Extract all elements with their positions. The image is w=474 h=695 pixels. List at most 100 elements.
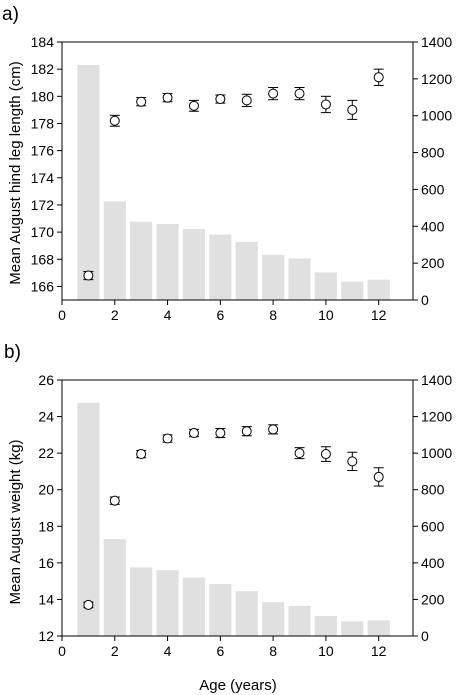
y2-tick-label: 1200 bbox=[421, 409, 452, 425]
y2-tick-label: 800 bbox=[421, 145, 445, 161]
y2-tick-label: 1400 bbox=[421, 34, 452, 50]
data-point bbox=[215, 428, 226, 439]
y-axis-label: Mean August hind leg length (cm) bbox=[7, 61, 24, 284]
y-tick-label: 176 bbox=[31, 143, 55, 159]
y-tick-label: 178 bbox=[31, 115, 55, 131]
bar bbox=[156, 570, 179, 636]
y2-tick-label: 1000 bbox=[421, 445, 452, 461]
x-tick-label: 8 bbox=[269, 643, 277, 659]
bar bbox=[209, 583, 232, 636]
chart-panel-b: b) Mean August weight (kg) Age (years) 0… bbox=[4, 342, 452, 694]
y2-tick-label: 600 bbox=[421, 518, 445, 534]
bar bbox=[314, 272, 337, 300]
bar bbox=[156, 224, 179, 300]
data-point bbox=[347, 456, 358, 467]
x-tick-label: 6 bbox=[216, 643, 224, 659]
data-point bbox=[162, 433, 173, 444]
x-tick-label: 10 bbox=[318, 643, 334, 659]
y2-tick-label: 1400 bbox=[421, 372, 452, 388]
y-tick-label: 12 bbox=[38, 628, 54, 644]
bar bbox=[209, 234, 232, 300]
y-tick-label: 168 bbox=[31, 251, 55, 267]
chart-panel-a: a) Mean August hind leg length (cm) 0 2 4 6… bbox=[2, 4, 452, 323]
x-tick-label: 4 bbox=[164, 307, 172, 323]
data-point bbox=[241, 426, 252, 437]
y2-tick-label: 1200 bbox=[421, 71, 452, 87]
y-tick-label: 182 bbox=[31, 61, 55, 77]
bar bbox=[367, 279, 390, 300]
data-point bbox=[109, 115, 120, 126]
bar bbox=[130, 567, 153, 636]
bar bbox=[341, 621, 364, 636]
x-tick-label: 12 bbox=[371, 307, 387, 323]
bar bbox=[235, 591, 258, 636]
bar bbox=[77, 402, 100, 636]
data-point bbox=[373, 471, 384, 482]
x-tick-label: 2 bbox=[111, 307, 119, 323]
x-tick-label: 10 bbox=[318, 307, 334, 323]
bar bbox=[103, 201, 126, 300]
bar bbox=[77, 65, 100, 301]
data-point bbox=[373, 72, 384, 83]
y-tick-label: 174 bbox=[31, 170, 55, 186]
data-point bbox=[83, 599, 94, 610]
data-point bbox=[268, 88, 279, 99]
x-tick-label: 12 bbox=[371, 643, 387, 659]
y-tick-label: 24 bbox=[38, 409, 54, 425]
y-axis-label: Mean August weight (kg) bbox=[7, 439, 24, 604]
y2-tick-label: 800 bbox=[421, 482, 445, 498]
plot-frame bbox=[61, 41, 414, 301]
data-point bbox=[320, 99, 331, 110]
data-point bbox=[109, 495, 120, 506]
bar bbox=[182, 577, 206, 636]
bar bbox=[262, 602, 285, 636]
x-tick-label: 0 bbox=[58, 643, 66, 659]
y-tick-label: 18 bbox=[38, 518, 54, 534]
data-point bbox=[162, 92, 173, 103]
y-tick-label: 180 bbox=[31, 88, 55, 104]
data-point bbox=[347, 104, 358, 115]
bar bbox=[367, 620, 390, 636]
plot-frame bbox=[61, 379, 414, 637]
data-point bbox=[294, 88, 305, 99]
bar bbox=[103, 539, 126, 636]
data-point bbox=[294, 448, 305, 459]
bar bbox=[314, 615, 337, 636]
bar bbox=[262, 254, 285, 300]
y2-tick-label: 200 bbox=[421, 255, 445, 271]
x-tick-label: 0 bbox=[58, 307, 66, 323]
panel-label: a) bbox=[2, 4, 19, 25]
y-tick-label: 166 bbox=[31, 278, 55, 294]
data-point bbox=[320, 449, 331, 460]
x-axis-label: Age (years) bbox=[199, 677, 277, 694]
y-tick-label: 172 bbox=[31, 197, 55, 213]
y2-tick-label: 400 bbox=[421, 555, 445, 571]
y2-tick-label: 200 bbox=[421, 591, 445, 607]
y-tick-label: 184 bbox=[31, 34, 55, 50]
y-tick-label: 20 bbox=[38, 482, 54, 498]
data-point bbox=[136, 449, 147, 460]
y2-tick-label: 600 bbox=[421, 181, 445, 197]
y-tick-label: 14 bbox=[38, 591, 54, 607]
y2-tick-label: 1000 bbox=[421, 108, 452, 124]
bar bbox=[341, 281, 364, 300]
bar bbox=[288, 605, 311, 636]
data-point bbox=[188, 100, 199, 111]
data-point bbox=[215, 94, 226, 105]
bar bbox=[182, 229, 206, 300]
y2-tick-label: 0 bbox=[421, 628, 429, 644]
x-tick-label: 8 bbox=[269, 307, 277, 323]
data-point bbox=[188, 428, 199, 439]
data-point bbox=[83, 270, 94, 281]
bar bbox=[130, 221, 153, 300]
data-point bbox=[241, 95, 252, 106]
x-tick-label: 4 bbox=[164, 643, 172, 659]
bar bbox=[235, 241, 258, 300]
y-tick-label: 26 bbox=[38, 372, 54, 388]
bar bbox=[288, 258, 311, 300]
y-tick-label: 170 bbox=[31, 224, 55, 240]
data-point bbox=[136, 96, 147, 107]
x-tick-label: 6 bbox=[216, 307, 224, 323]
x-tick-label: 2 bbox=[111, 643, 119, 659]
